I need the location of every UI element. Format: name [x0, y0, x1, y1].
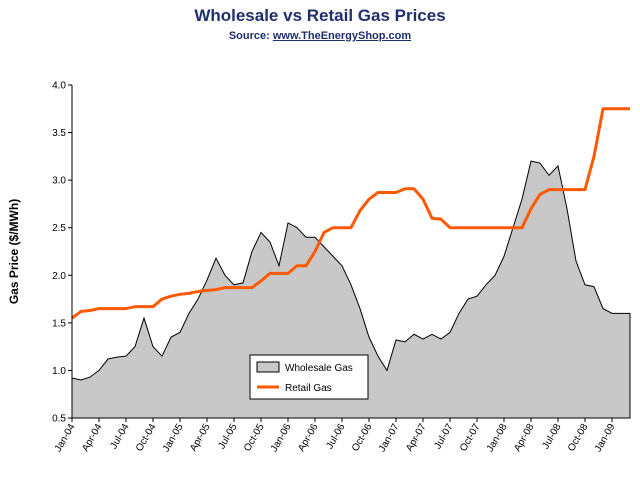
y-tick-label: 3.5 [52, 128, 66, 139]
x-tick-label: Jan-04 [53, 422, 78, 454]
source-prefix: Source: [228, 30, 273, 42]
y-tick-label: 0.5 [52, 414, 66, 425]
x-tick-label: Jan-07 [377, 422, 402, 454]
x-tick-label: Jan-09 [593, 422, 618, 454]
x-tick-label: Oct-04 [134, 422, 159, 454]
x-tick-label: Apr-06 [296, 422, 321, 454]
x-tick-label: Apr-05 [188, 422, 213, 454]
x-tick-label: Apr-04 [80, 422, 105, 454]
x-tick-label: Jan-08 [485, 422, 510, 454]
x-tick-label: Jul-07 [432, 422, 455, 451]
legend-label-wholesale: Wholesale Gas [285, 363, 353, 374]
legend-label-retail: Retail Gas [285, 383, 332, 394]
y-tick-label: 1.0 [52, 366, 66, 377]
x-tick-label: Apr-08 [512, 422, 537, 454]
x-tick-label: Oct-05 [242, 422, 267, 454]
chart-title: Wholesale vs Retail Gas Prices [194, 6, 446, 25]
y-tick-label: 3.0 [52, 176, 66, 187]
x-tick-label: Jan-06 [269, 422, 294, 454]
x-tick-label: Jul-06 [324, 422, 347, 451]
x-tick-label: Apr-07 [404, 422, 429, 454]
series-wholesale-gas-area [71, 160, 631, 419]
source-link[interactable]: www.TheEnergyShop.com [272, 30, 412, 42]
x-tick-label: Oct-07 [458, 422, 483, 454]
y-axis-label: Gas Price ($/MWh) [7, 199, 21, 304]
series-retail-gas-line [71, 107, 630, 320]
y-tick-label: 4.0 [52, 81, 66, 92]
chart-source: Source: www.TheEnergyShop.com [0, 30, 640, 42]
x-tick-label: Jul-08 [540, 422, 563, 451]
y-tick-label: 2.0 [52, 271, 66, 282]
legend-swatch-wholesale [256, 361, 280, 373]
x-tick-label: Jul-04 [108, 422, 131, 451]
x-tick-label: Oct-06 [350, 422, 375, 454]
y-tick-label: 2.5 [52, 223, 66, 234]
y-tick-label: 1.5 [52, 318, 66, 329]
x-tick-label: Jan-05 [161, 422, 186, 454]
x-tick-label: Oct-08 [566, 422, 591, 454]
x-tick-label: Jul-05 [216, 422, 239, 451]
